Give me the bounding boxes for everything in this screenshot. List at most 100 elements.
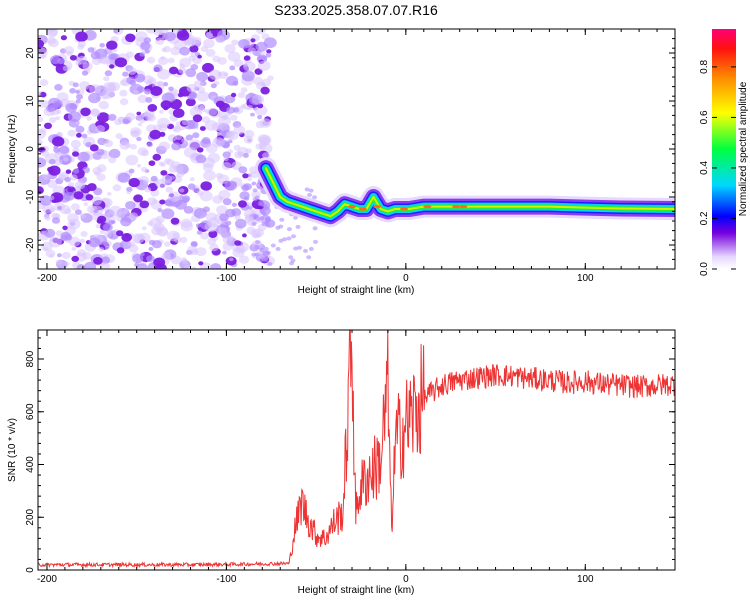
noise-blob xyxy=(141,226,147,231)
noise-blob xyxy=(257,60,271,71)
noise-blob xyxy=(90,109,101,117)
noise-blob xyxy=(201,137,211,144)
noise-blob xyxy=(130,130,140,138)
ridge-peak-5 xyxy=(452,205,461,209)
noise-blob xyxy=(254,105,268,116)
noise-blob xyxy=(51,217,61,224)
noise-blob xyxy=(136,163,142,168)
noise-blob xyxy=(251,181,257,186)
noise-blob xyxy=(48,117,57,123)
noise-blob xyxy=(69,88,76,94)
noise-blob xyxy=(250,38,256,43)
noise-blob xyxy=(180,257,187,263)
noise-blob xyxy=(127,67,137,75)
noise-blob xyxy=(48,97,61,108)
noise-blob xyxy=(158,141,170,151)
noise-blob xyxy=(195,223,201,228)
noise-blob xyxy=(122,71,129,77)
noise-blob xyxy=(100,262,111,269)
colorbar-tick-label-2: 0.4 xyxy=(699,161,710,175)
noise-blob xyxy=(81,133,88,139)
noise-blob xyxy=(207,217,220,227)
spectrogram-ytick-label-3: 10 xyxy=(25,95,36,107)
spectrogram-xtick-label-0: -200 xyxy=(37,273,57,284)
noise-blob xyxy=(71,255,79,262)
noise-blob xyxy=(222,151,231,159)
noise-blob xyxy=(255,240,261,245)
noise-blob xyxy=(189,45,199,53)
noise-blob xyxy=(226,106,236,114)
noise-blob xyxy=(157,69,171,80)
noise-blob xyxy=(125,112,136,121)
noise-blob xyxy=(166,159,175,166)
noise-blob xyxy=(148,246,154,251)
noise-blob xyxy=(202,62,214,73)
snr-xlabel: Height of straight line (km) xyxy=(298,585,415,596)
noise-blob xyxy=(185,134,194,141)
noise-blob xyxy=(251,213,257,218)
noise-blob xyxy=(247,47,256,54)
noise-blob xyxy=(161,47,167,52)
noise-blob xyxy=(61,251,71,260)
noise-blob xyxy=(127,241,136,248)
noise-blob xyxy=(134,73,146,83)
noise-blob xyxy=(93,257,103,265)
noise-blob xyxy=(119,141,131,150)
noise-blob xyxy=(42,173,50,180)
noise-blob xyxy=(209,243,219,252)
ridge-peak-6 xyxy=(459,205,468,209)
noise-blob xyxy=(278,224,284,229)
noise-blob xyxy=(266,49,272,54)
noise-blob xyxy=(86,116,93,121)
noise-blob xyxy=(67,182,75,188)
noise-blob xyxy=(207,237,217,246)
colorbar-ticks: 0.0 0.2 0.4 0.6 0.8 xyxy=(699,60,736,276)
noise-blob xyxy=(45,249,56,258)
noise-blob xyxy=(203,38,215,49)
ridge-peak-0 xyxy=(348,205,357,209)
noise-blob xyxy=(170,217,180,225)
noise-blob xyxy=(103,76,110,82)
noise-blob xyxy=(126,186,133,192)
noise-blob xyxy=(94,48,108,60)
noise-blob xyxy=(69,174,78,181)
noise-blob xyxy=(128,177,140,188)
noise-blob xyxy=(39,128,47,134)
noise-blob xyxy=(189,106,203,118)
noise-blob xyxy=(46,29,58,38)
noise-blob xyxy=(160,100,172,110)
noise-blob xyxy=(259,209,265,214)
noise-blob xyxy=(64,234,73,241)
noise-blob xyxy=(106,40,118,50)
noise-blob xyxy=(307,193,312,197)
noise-blob xyxy=(223,72,229,77)
noise-blob xyxy=(44,228,56,238)
noise-blob xyxy=(222,198,232,206)
noise-blob xyxy=(231,202,237,207)
noise-blob xyxy=(89,144,99,152)
noise-blob xyxy=(168,86,174,92)
noise-blob xyxy=(109,64,115,69)
noise-blob xyxy=(84,261,97,269)
noise-blob xyxy=(176,30,190,41)
snr-xtick-label-3: 100 xyxy=(577,574,594,585)
noise-blob xyxy=(187,119,199,129)
spectrogram-xtick-label-1: -100 xyxy=(216,273,236,284)
noise-blob xyxy=(304,187,310,192)
noise-blob xyxy=(128,168,135,174)
noise-blob xyxy=(193,80,204,88)
noise-blob xyxy=(144,113,154,121)
noise-blob xyxy=(173,236,182,243)
noise-blob xyxy=(208,69,222,81)
noise-blob xyxy=(225,75,239,86)
noise-blob xyxy=(233,125,246,135)
noise-blob xyxy=(200,45,209,53)
noise-blob xyxy=(155,226,168,237)
noise-blob xyxy=(116,230,124,237)
colorbar-gradient xyxy=(712,29,736,269)
figure-title: S233.2025.358.07.07.R16 xyxy=(274,2,438,18)
noise-blob xyxy=(144,49,150,54)
noise-blob xyxy=(222,235,233,244)
noise-blob xyxy=(88,93,101,104)
